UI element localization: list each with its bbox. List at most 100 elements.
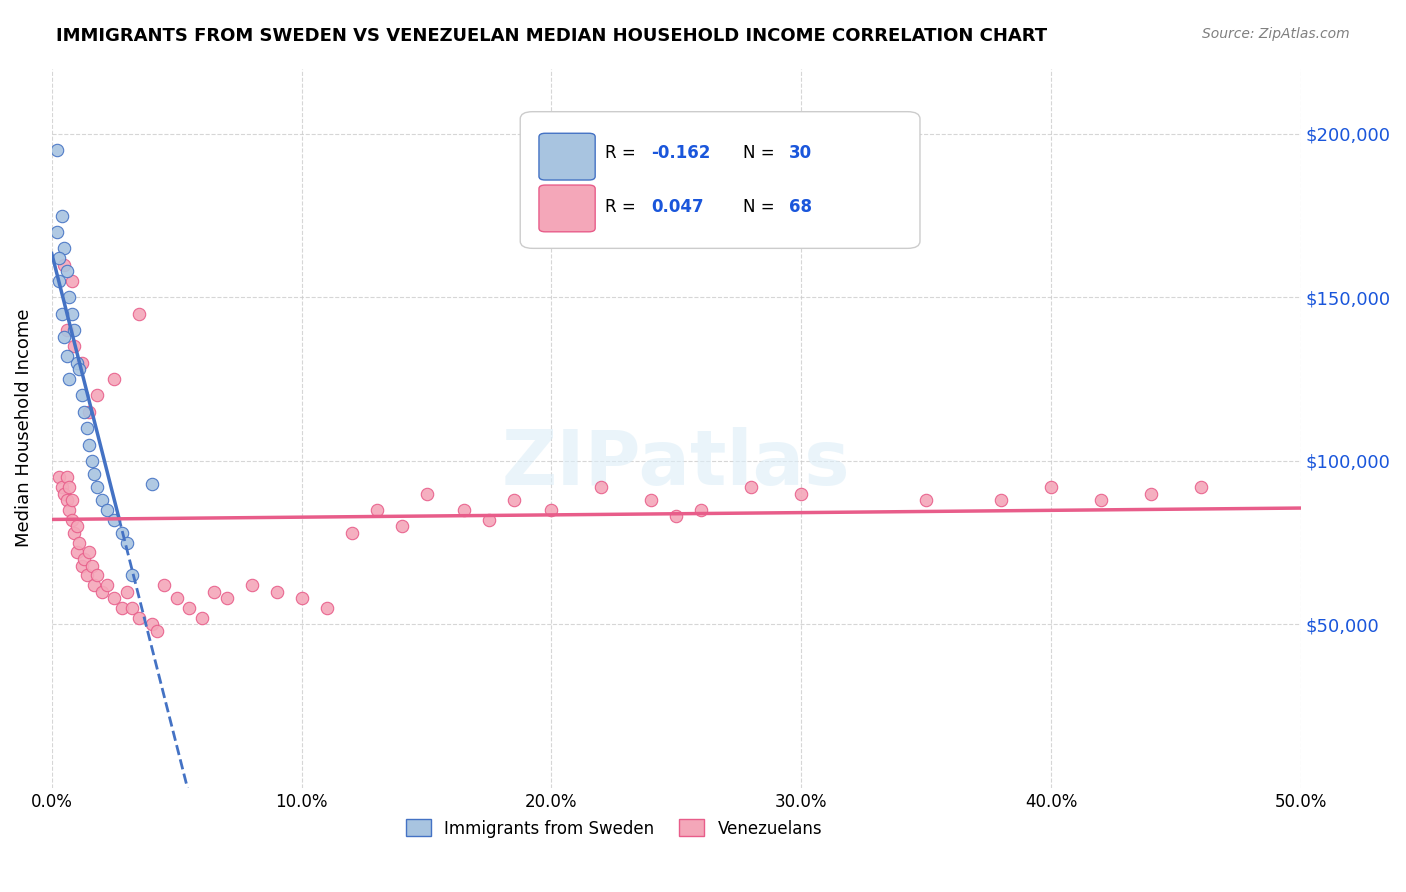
Point (51, 307, 73, 321)
Point (77, 545, 100, 559)
Point (115, 535, 138, 549)
Point (128, 307, 150, 321)
Point (1090, 493, 1112, 508)
Point (66, 545, 89, 559)
Point (96, 578, 118, 592)
Point (80, 454, 103, 468)
Point (391, 519, 413, 533)
Point (1189, 480, 1212, 494)
Point (503, 493, 526, 508)
Point (415, 486, 437, 500)
Point (86, 388, 108, 402)
Point (55, 470, 77, 484)
Point (73, 405, 96, 419)
Text: R =: R = (605, 198, 641, 216)
Point (121, 568, 143, 582)
Text: 30: 30 (789, 145, 811, 162)
Point (83, 467, 105, 481)
Point (990, 493, 1012, 508)
Text: Source: ZipAtlas.com: Source: ZipAtlas.com (1202, 27, 1350, 41)
Point (58, 503, 80, 517)
Legend: Immigrants from Sweden, Venezuelans: Immigrants from Sweden, Venezuelans (399, 813, 828, 844)
Point (80, 558, 103, 573)
Point (55, 349, 77, 363)
Point (90, 493, 112, 508)
Point (103, 513, 125, 527)
Point (190, 611, 212, 625)
Point (63, 525, 86, 540)
Point (55, 264, 77, 278)
Point (70, 558, 93, 573)
Point (70, 388, 93, 402)
Point (66, 356, 89, 370)
Point (103, 372, 125, 386)
Point (1040, 480, 1063, 494)
Point (86, 480, 108, 494)
Point (60, 307, 83, 321)
Point (640, 493, 662, 508)
Point (740, 480, 762, 494)
Point (86, 568, 108, 582)
Point (202, 584, 225, 599)
Point (111, 601, 134, 615)
Point (70, 356, 93, 370)
Point (591, 480, 613, 494)
Text: -0.162: -0.162 (651, 145, 711, 162)
Point (166, 591, 188, 606)
Point (60, 513, 83, 527)
Point (55, 493, 77, 508)
Point (141, 476, 163, 491)
Point (58, 290, 80, 304)
Point (63, 323, 86, 337)
Text: N =: N = (742, 145, 779, 162)
Point (366, 503, 388, 517)
Point (67, 535, 90, 549)
Point (790, 486, 813, 500)
Text: 0.047: 0.047 (651, 198, 704, 216)
Point (215, 591, 238, 606)
Point (51, 480, 73, 494)
Point (540, 503, 562, 517)
Text: IMMIGRANTS FROM SWEDEN VS VENEZUELAN MEDIAN HOUSEHOLD INCOME CORRELATION CHART: IMMIGRANTS FROM SWEDEN VS VENEZUELAN MED… (56, 27, 1047, 45)
Point (51, 209, 73, 223)
Point (60, 493, 83, 508)
Point (58, 372, 80, 386)
Y-axis label: Median Household Income: Median Household Income (15, 309, 32, 548)
Point (141, 617, 163, 632)
Text: ZIPatlas: ZIPatlas (502, 427, 851, 501)
Point (115, 584, 138, 599)
Point (76, 421, 98, 435)
Point (73, 552, 96, 566)
Point (53, 486, 76, 500)
Point (128, 611, 150, 625)
Point (453, 503, 475, 517)
Point (53, 241, 76, 255)
Point (96, 503, 118, 517)
FancyBboxPatch shape (538, 133, 595, 180)
Point (266, 584, 288, 599)
Point (63, 339, 86, 353)
Point (153, 578, 176, 592)
Point (665, 509, 688, 524)
Point (48, 470, 70, 484)
Text: N =: N = (742, 198, 779, 216)
Point (315, 601, 337, 615)
Point (240, 578, 263, 592)
Point (76, 568, 98, 582)
Point (111, 525, 134, 540)
FancyBboxPatch shape (538, 185, 595, 232)
Point (53, 329, 76, 343)
Point (48, 274, 70, 288)
Point (58, 480, 80, 494)
Point (1140, 486, 1163, 500)
Point (67, 362, 90, 376)
Point (103, 591, 125, 606)
Point (121, 601, 143, 615)
Point (915, 493, 938, 508)
Text: 68: 68 (789, 198, 811, 216)
Point (179, 601, 201, 615)
Point (90, 584, 112, 599)
Point (478, 513, 501, 527)
FancyBboxPatch shape (520, 112, 920, 248)
Point (45, 143, 67, 157)
